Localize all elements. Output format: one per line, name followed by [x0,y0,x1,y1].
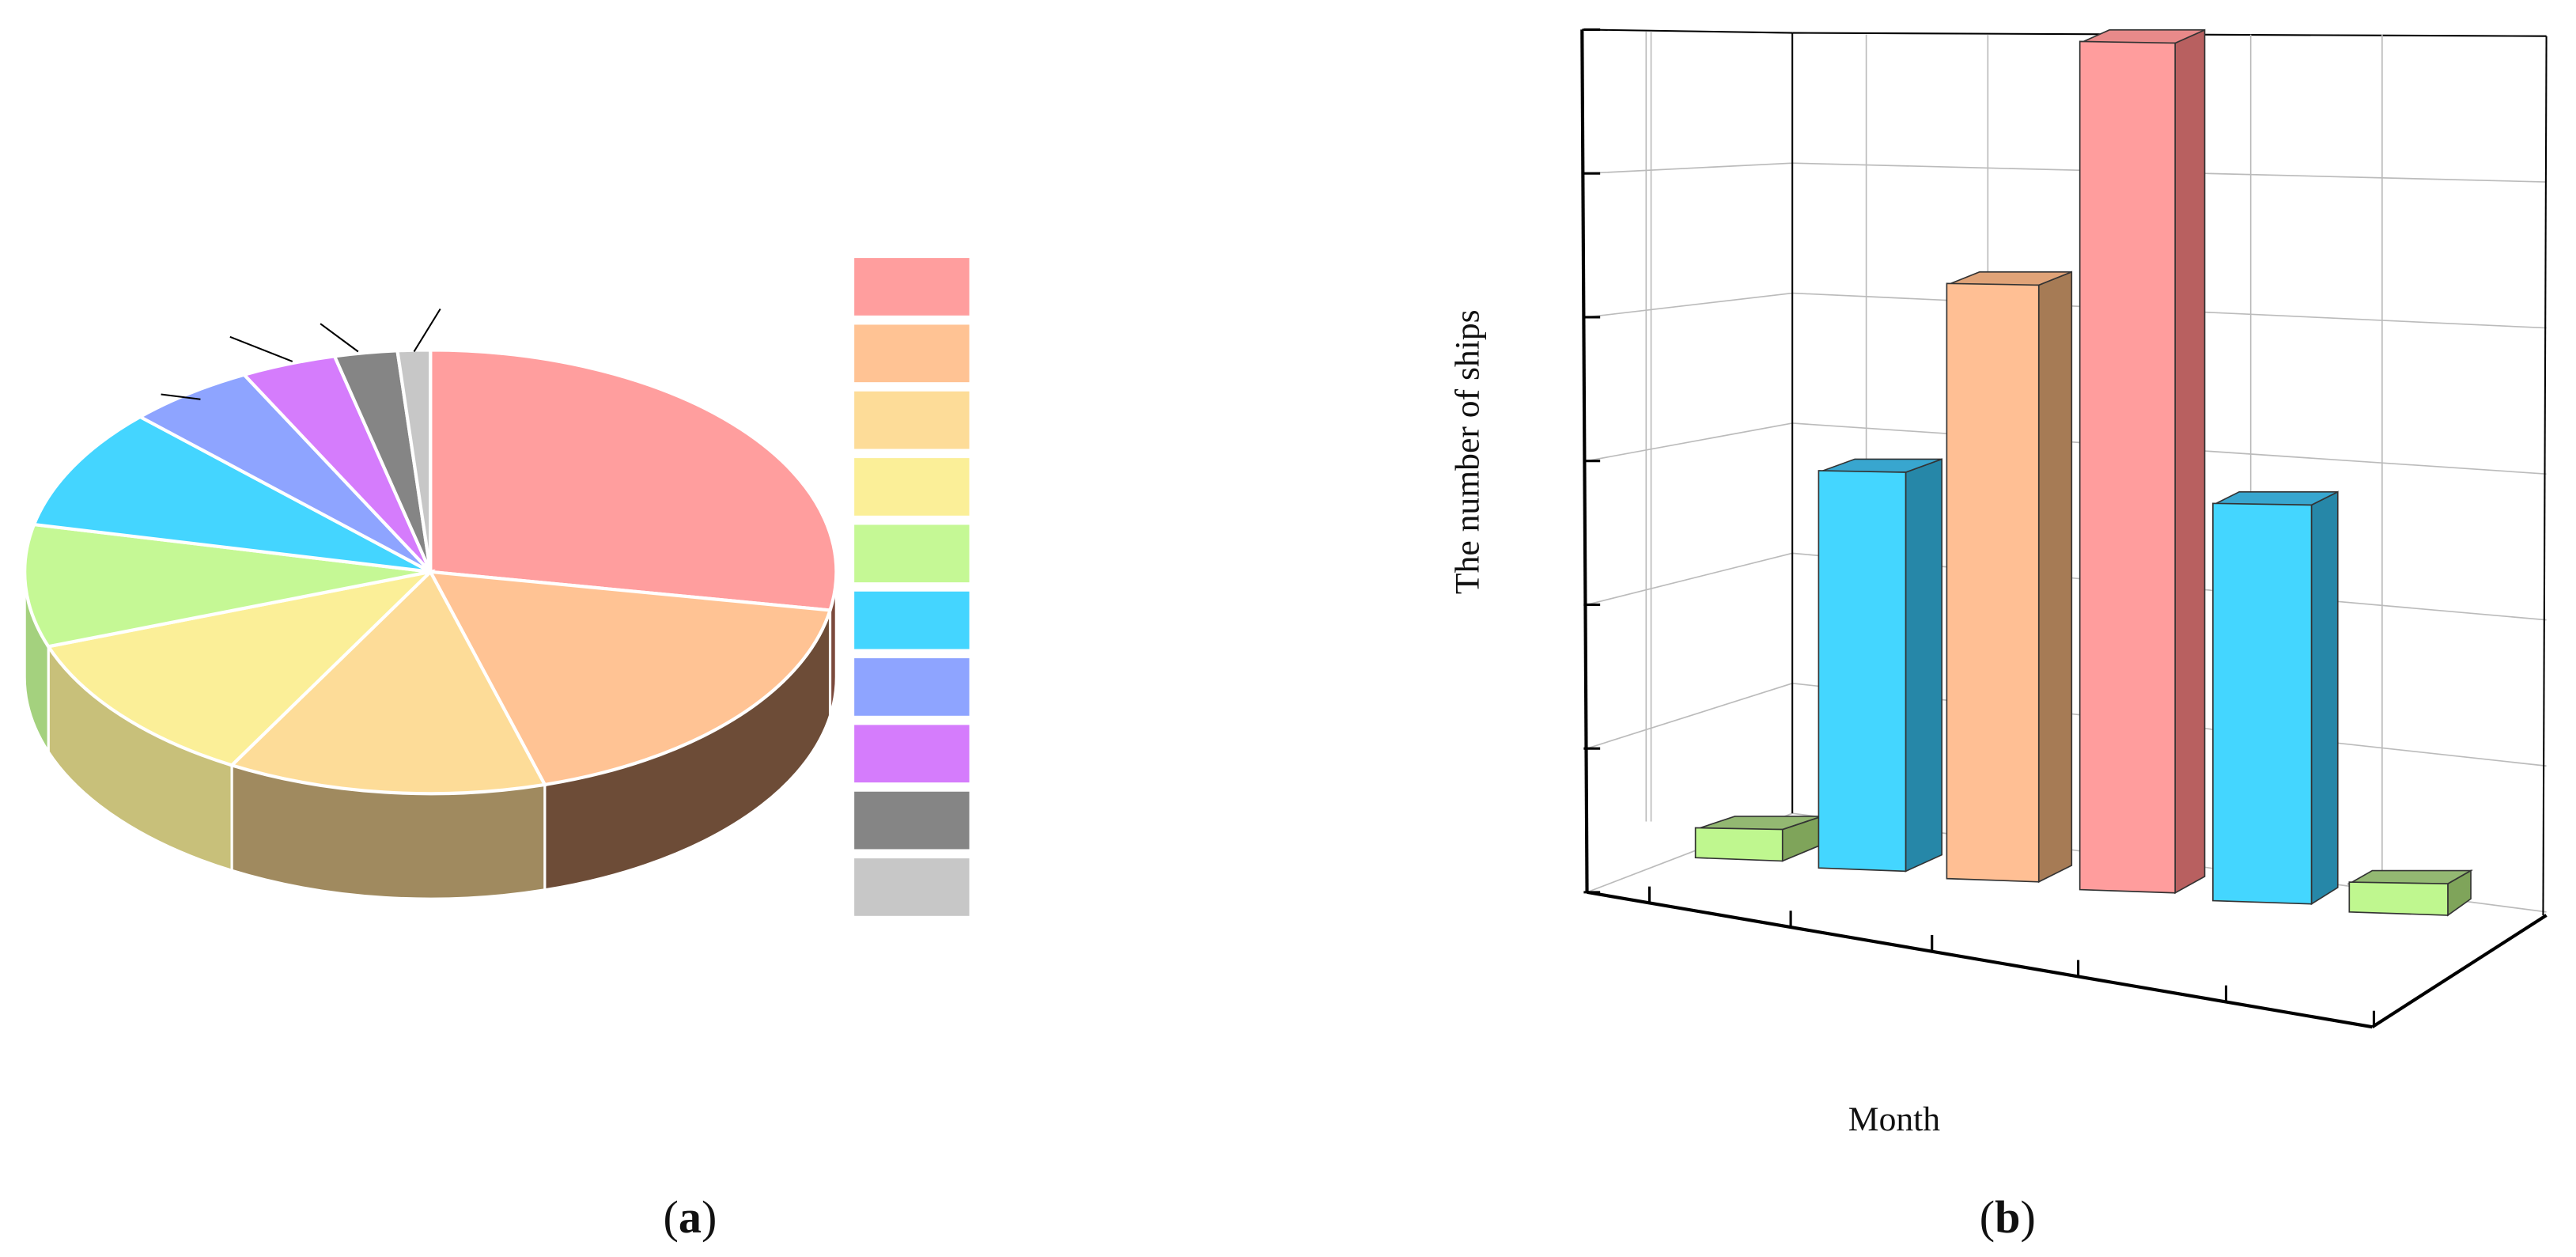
gridline-left-wall [1587,292,1793,318]
y-ticks [1583,28,1601,894]
legend-swatch [854,725,970,783]
depth-axis-line [2371,914,2548,1028]
bar-side [2310,490,2339,906]
pie-slice [395,348,433,573]
bar-september [2079,28,2206,895]
caption-b: (b) [1980,1191,2036,1243]
bars [1694,28,2474,917]
bar-front [2079,40,2176,894]
legend-swatch [854,858,970,916]
pie-sides [23,571,838,900]
pie-slice [32,415,432,574]
bar-october [2212,490,2339,906]
bar-front [1818,470,1907,873]
gridline-left-wall [1587,552,1793,606]
pie-slice [136,373,432,574]
gridline-left-wall [1587,422,1793,462]
bar-chart-3d: Month The number of ships [1448,28,2548,1138]
leader-line [229,335,293,362]
legend-swatch [854,791,970,850]
bar-side [2037,271,2073,884]
pie-labels [161,308,441,400]
pie-slice [427,570,833,787]
pie-slice [45,569,436,767]
bar-july [1818,458,1943,873]
legend-swatch [854,591,970,649]
bar-side [1905,458,1943,873]
bar-front [2348,881,2449,916]
bar-november [2347,869,2474,917]
top-left-edge [1582,28,1793,34]
pie-slice [23,522,431,649]
legend-swatch [854,658,970,716]
leader-line [413,308,441,353]
pie-chart [23,308,838,900]
gridline-left-wall [1587,162,1793,174]
legend-swatch [854,458,970,516]
legend-swatch [854,258,970,316]
legend-swatch [854,524,970,583]
bar-august [1946,271,2073,884]
bar-front [1946,282,2040,883]
bar-side [2174,28,2206,895]
bar-front [1694,827,1784,862]
leader-line [320,323,359,353]
gridline-left-wall [1587,682,1793,749]
legend-swatch [854,324,970,383]
leader-line [161,393,201,400]
x-axis-line [1587,890,2373,1029]
pie-legend [854,258,970,916]
pie-slice [429,348,838,612]
caption-a: (a) [664,1191,717,1243]
bar-front [2212,502,2313,905]
y-axis-title: The number of ships [1448,309,1486,594]
right-back-edge [2542,36,2548,915]
bar-june [1694,815,1823,862]
pie-slice [229,569,547,796]
legend-swatch [854,391,970,449]
x-axis-title: Month [1848,1100,1941,1138]
pie-slices [23,348,838,796]
x-ticks [1647,886,2376,1028]
